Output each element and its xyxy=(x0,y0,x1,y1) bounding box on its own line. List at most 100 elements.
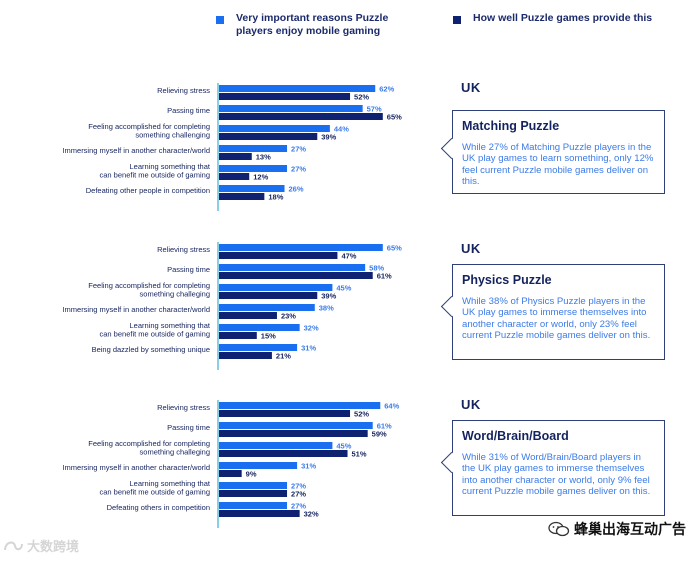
value-label-provide: 51% xyxy=(352,450,367,459)
bar-provide xyxy=(219,332,257,339)
bar-provide xyxy=(219,252,338,259)
value-label-provide: 65% xyxy=(387,113,402,122)
logo-icon xyxy=(4,541,23,550)
category-label: Defeating others in competition xyxy=(107,503,210,512)
value-label-important: 31% xyxy=(301,344,316,353)
country-label-1: UK xyxy=(461,80,481,95)
category-label: Learning something that xyxy=(130,162,211,171)
bar-important xyxy=(219,462,298,469)
legend-label-provide: How well Puzzle games provide this xyxy=(473,12,653,24)
watermark-left: 大数跨境 xyxy=(2,536,79,555)
bar-provide xyxy=(219,510,300,517)
bar-provide xyxy=(219,430,368,437)
bar-provide xyxy=(219,133,318,140)
country-label-3: UK xyxy=(461,397,481,412)
value-label-important: 27% xyxy=(291,482,306,491)
bar-provide xyxy=(219,312,277,319)
category-label: Passing time xyxy=(167,106,210,115)
category-label: Immersing myself in another character/wo… xyxy=(62,305,210,314)
legend-item-important: Very important reasons Puzzle players en… xyxy=(216,12,406,38)
bar-important xyxy=(219,185,285,192)
bar-provide xyxy=(219,292,318,299)
bar-important xyxy=(219,244,383,251)
bar-provide xyxy=(219,490,288,497)
value-label-important: 32% xyxy=(304,324,319,333)
value-label-important: 26% xyxy=(289,185,304,194)
value-label-provide: 52% xyxy=(354,93,369,102)
legend-swatch-important xyxy=(216,16,224,24)
value-label-important: 27% xyxy=(291,165,306,174)
category-label: Passing time xyxy=(167,423,210,432)
bar-provide xyxy=(219,193,265,200)
value-label-important: 45% xyxy=(336,442,351,451)
bar-important xyxy=(219,344,298,351)
bar-important xyxy=(219,304,315,311)
callout-text: While 31% of Word/Brain/Board players in… xyxy=(462,452,651,498)
value-label-provide: 12% xyxy=(253,173,268,182)
bar-provide xyxy=(219,450,348,457)
value-label-important: 27% xyxy=(291,502,306,511)
value-label-important: 57% xyxy=(367,105,382,114)
value-label-provide: 47% xyxy=(341,252,356,261)
category-label: can benefit me outside of gaming xyxy=(100,488,211,497)
category-label: Immersing myself in another character/wo… xyxy=(62,146,210,155)
callout-word-brain-board: Word/Brain/Board While 31% of Word/Brain… xyxy=(440,420,665,516)
callout-text: While 27% of Matching Puzzle players in … xyxy=(462,142,654,188)
category-label: Passing time xyxy=(167,265,210,274)
bar-important xyxy=(219,324,300,331)
value-label-provide: 21% xyxy=(276,352,291,361)
value-label-provide: 52% xyxy=(354,410,369,419)
category-label: Being dazzled by something unique xyxy=(92,345,210,354)
category-label: Relieving stress xyxy=(157,86,210,95)
bar-important xyxy=(219,264,366,271)
category-label: Learning something that xyxy=(130,479,211,488)
value-label-important: 58% xyxy=(369,264,384,273)
category-label: Feeling accomplished for completing xyxy=(88,281,210,290)
value-label-provide: 23% xyxy=(281,312,296,321)
bar-important xyxy=(219,402,381,409)
bar-important xyxy=(219,165,288,172)
category-label: something challeging xyxy=(140,290,210,299)
category-label: can benefit me outside of gaming xyxy=(100,330,211,339)
bar-important xyxy=(219,125,330,132)
category-label: Feeling accomplished for completing xyxy=(88,439,210,448)
value-label-provide: 59% xyxy=(372,430,387,439)
bar-provide xyxy=(219,470,242,477)
callout-text: While 38% of Physics Puzzle players in t… xyxy=(462,296,651,342)
value-label-provide: 61% xyxy=(377,272,392,281)
bar-important xyxy=(219,502,288,509)
legend-swatch-provide xyxy=(453,16,461,24)
bar-important xyxy=(219,482,288,489)
bar-important xyxy=(219,145,288,152)
bar-provide xyxy=(219,113,383,120)
value-label-provide: 15% xyxy=(261,332,276,341)
callout-title: Word/Brain/Board xyxy=(462,429,569,443)
bar-provide xyxy=(219,93,351,100)
bar-important xyxy=(219,284,333,291)
legend-item-provide: How well Puzzle games provide this xyxy=(453,12,652,25)
category-label: Defeating other people in competition xyxy=(86,186,210,195)
bar-provide xyxy=(219,352,272,359)
watermark-left-text: 大数跨境 xyxy=(27,539,80,554)
callout-physics-puzzle: Physics Puzzle While 38% of Physics Puzz… xyxy=(440,264,665,360)
bar-important xyxy=(219,105,363,112)
category-label: something challenging xyxy=(135,131,210,140)
bar-provide xyxy=(219,272,373,279)
legend-label-important: Very important reasons Puzzle players en… xyxy=(236,12,389,37)
category-label: can benefit me outside of gaming xyxy=(100,171,211,180)
value-label-provide: 9% xyxy=(246,470,257,479)
bar-important xyxy=(219,85,376,92)
callout-matching-puzzle: Matching Puzzle While 27% of Matching Pu… xyxy=(440,110,665,194)
category-label: Feeling accomplished for completing xyxy=(88,122,210,131)
value-label-important: 44% xyxy=(334,125,349,134)
country-label-2: UK xyxy=(461,241,481,256)
bar-important xyxy=(219,442,333,449)
value-label-provide: 32% xyxy=(304,510,319,519)
category-label: Learning something that xyxy=(130,321,211,330)
value-label-important: 27% xyxy=(291,145,306,154)
category-label: Immersing myself in another character/wo… xyxy=(62,463,210,472)
value-label-important: 65% xyxy=(387,244,402,253)
value-label-provide: 18% xyxy=(268,193,283,202)
value-label-provide: 13% xyxy=(256,153,271,162)
category-label: something challeging xyxy=(140,448,210,457)
